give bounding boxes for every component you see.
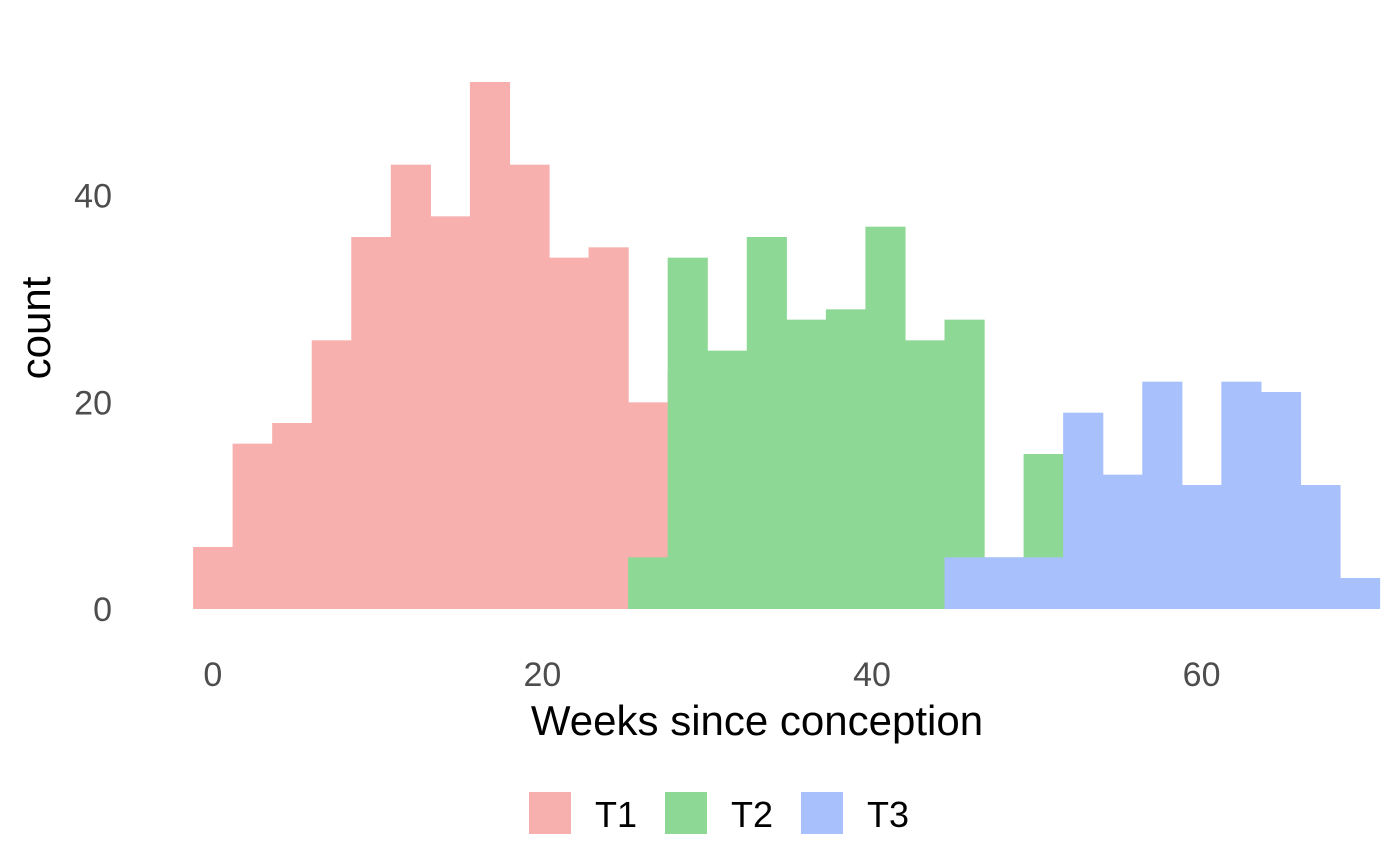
bar-t3-5 xyxy=(1142,381,1183,609)
legend-key-t1 xyxy=(529,792,571,834)
bar-t3-0 xyxy=(944,557,985,609)
bar-t3-2 xyxy=(1023,557,1064,609)
bar-t3-7 xyxy=(1221,381,1262,609)
legend-label-t1: T1 xyxy=(595,794,637,835)
bar-t1-0 xyxy=(193,547,234,609)
bar-t1-2 xyxy=(272,423,313,609)
bar-t3-8 xyxy=(1260,392,1302,609)
bar-t3-3 xyxy=(1063,412,1104,609)
y-tick-label-0: 0 xyxy=(93,591,112,629)
x-tick-label-3: 60 xyxy=(1183,656,1221,694)
bar-t1-7 xyxy=(469,82,511,609)
plot-bars xyxy=(193,82,1381,610)
bar-t3-6 xyxy=(1181,485,1222,609)
bar-t2-2 xyxy=(707,350,748,609)
legend-label-t2: T2 xyxy=(731,794,773,835)
bar-t1-6 xyxy=(430,216,471,609)
bar-t2-1 xyxy=(667,257,708,609)
legend-label-t3: T3 xyxy=(867,794,909,835)
y-axis-ticks: 0 20 40 xyxy=(74,178,112,629)
bar-t3-9 xyxy=(1300,485,1341,609)
bar-t1-1 xyxy=(232,443,273,609)
y-tick-label-2: 40 xyxy=(74,178,112,216)
bar-t2-7 xyxy=(904,340,946,609)
x-axis-ticks: 0 20 40 60 xyxy=(203,656,1220,694)
bar-t1-10 xyxy=(588,247,629,609)
bar-t2-0 xyxy=(628,557,669,609)
bar-t3-1 xyxy=(984,557,1025,609)
y-axis-title: count xyxy=(12,276,59,379)
bar-t2-3 xyxy=(746,237,787,609)
x-tick-label-1: 20 xyxy=(524,656,562,694)
bar-t3-4 xyxy=(1102,474,1143,609)
x-tick-label-0: 0 xyxy=(203,656,222,694)
y-tick-label-1: 20 xyxy=(74,384,112,422)
legend-key-t2 xyxy=(665,792,707,834)
bar-t2-4 xyxy=(786,319,827,609)
bar-t1-4 xyxy=(351,237,392,609)
x-tick-label-2: 40 xyxy=(853,656,891,694)
legend-key-t3 xyxy=(801,792,843,834)
bar-t2-6 xyxy=(865,226,906,610)
bar-t1-9 xyxy=(549,257,590,609)
bar-t2-5 xyxy=(825,309,867,609)
x-axis-title: Weeks since conception xyxy=(531,697,983,744)
bar-t3-10 xyxy=(1340,578,1381,609)
legend: T1 T2 T3 xyxy=(529,792,909,835)
bar-t1-8 xyxy=(509,164,550,610)
bar-t1-5 xyxy=(390,164,431,610)
bar-t1-3 xyxy=(311,340,352,609)
